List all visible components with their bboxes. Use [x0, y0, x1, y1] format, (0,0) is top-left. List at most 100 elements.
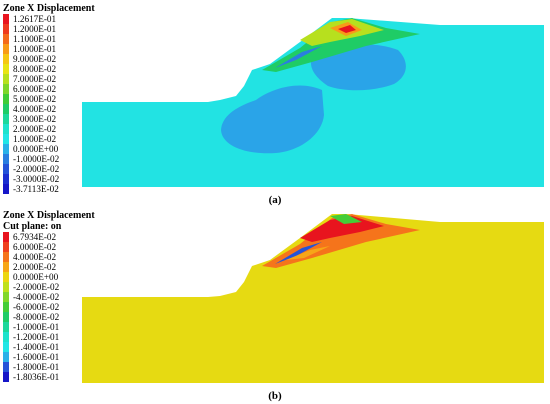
legend-a: Zone X Displacement 1.2617E-01 1.2000E-01… [3, 3, 95, 194]
displacement-zone-lower [221, 85, 324, 154]
slope-model-b [82, 214, 544, 383]
legend-label: -8.0000E-02 [13, 312, 60, 322]
legend-entry: -1.6000E-01 [3, 352, 95, 362]
legend-swatch [3, 372, 9, 382]
legend-rows: 6.7934E-02 6.0000E-02 4.0000E-02 2.0000E-02… [3, 232, 95, 382]
legend-swatch [3, 64, 9, 74]
legend-swatch [3, 272, 9, 282]
legend-label: 4.0000E-02 [13, 104, 57, 114]
legend-label: -6.0000E-02 [13, 302, 60, 312]
legend-label: 7.0000E-02 [13, 74, 57, 84]
legend-label: 4.0000E-02 [13, 252, 57, 262]
legend-entry: -1.0000E-02 [3, 154, 95, 164]
legend-b: Zone X Displacement Cut plane: on 6.7934… [3, 210, 95, 382]
legend-swatch [3, 84, 9, 94]
legend-label: -1.0000E-02 [13, 154, 60, 164]
legend-swatch [3, 44, 9, 54]
legend-label: 6.0000E-02 [13, 242, 57, 252]
legend-swatch [3, 24, 9, 34]
legend-label: 1.0000E-01 [13, 44, 57, 54]
legend-entry: 2.0000E-02 [3, 124, 95, 134]
legend-title: Zone X Displacement [3, 210, 95, 221]
legend-swatch [3, 322, 9, 332]
legend-label: 2.0000E-02 [13, 262, 57, 272]
legend-label: -1.8000E-01 [13, 362, 60, 372]
legend-label: 1.2617E-01 [13, 14, 57, 24]
legend-entry: 6.0000E-02 [3, 84, 95, 94]
legend-swatch [3, 54, 9, 64]
legend-entry: -6.0000E-02 [3, 302, 95, 312]
legend-entry: 7.0000E-02 [3, 74, 95, 84]
legend-subtitle: Cut plane: on [3, 221, 62, 232]
sliding-band-a [262, 18, 420, 72]
legend-entry: 2.0000E-02 [3, 262, 95, 272]
legend-entry: -1.0000E-01 [3, 322, 95, 332]
legend-entry: -1.2000E-01 [3, 332, 95, 342]
legend-entry: -1.8036E-01 [3, 372, 95, 382]
legend-entry: 8.0000E-02 [3, 64, 95, 74]
legend-swatch [3, 342, 9, 352]
legend-label: -4.0000E-02 [13, 292, 60, 302]
legend-swatch [3, 262, 9, 272]
legend-label: 6.7934E-02 [13, 232, 57, 242]
legend-entry: 0.0000E+00 [3, 272, 95, 282]
panel-a: Zone X Displacement 1.2617E-01 1.2000E-01… [3, 3, 544, 206]
legend-label: 0.0000E+00 [13, 144, 59, 154]
legend-entry: -3.7113E-02 [3, 184, 95, 194]
legend-label: -1.4000E-01 [13, 342, 60, 352]
legend-label: 9.0000E-02 [13, 54, 57, 64]
legend-swatch [3, 184, 9, 194]
legend-label: -3.0000E-02 [13, 174, 60, 184]
legend-label: 6.0000E-02 [13, 84, 57, 94]
legend-entry: 4.0000E-02 [3, 104, 95, 114]
figure-caption-b: (b) [268, 390, 282, 402]
legend-label: 0.0000E+00 [13, 272, 59, 282]
legend-entry: 6.0000E-02 [3, 242, 95, 252]
legend-entry: 1.0000E-01 [3, 44, 95, 54]
legend-entry: -4.0000E-02 [3, 292, 95, 302]
legend-swatch [3, 34, 9, 44]
legend-swatch [3, 252, 9, 262]
legend-label: 1.0000E-02 [13, 134, 57, 144]
legend-label: -1.8036E-01 [13, 372, 60, 382]
legend-label: -3.7113E-02 [13, 184, 59, 194]
legend-title: Zone X Displacement [3, 3, 95, 14]
legend-swatch [3, 232, 9, 242]
legend-label: -2.0000E-02 [13, 282, 60, 292]
legend-swatch [3, 282, 9, 292]
legend-swatch [3, 124, 9, 134]
legend-swatch [3, 114, 9, 124]
legend-label: -1.2000E-01 [13, 332, 60, 342]
legend-swatch [3, 154, 9, 164]
legend-entry: 1.1000E-01 [3, 34, 95, 44]
legend-entry: 1.0000E-02 [3, 134, 95, 144]
sliding-orange-b [286, 246, 330, 260]
contour-plot-b [82, 214, 544, 383]
legend-entry: -2.0000E-02 [3, 164, 95, 174]
legend-label: 2.0000E-02 [13, 124, 57, 134]
displacement-zone-upper [310, 44, 406, 91]
legend-swatch [3, 14, 9, 24]
legend-entry: -1.8000E-01 [3, 362, 95, 372]
legend-label: -2.0000E-02 [13, 164, 60, 174]
legend-swatch [3, 292, 9, 302]
legend-entry: 1.2000E-01 [3, 24, 95, 34]
sliding-crest-b [330, 214, 362, 224]
legend-entry: -8.0000E-02 [3, 312, 95, 322]
legend-swatch [3, 302, 9, 312]
legend-label: 1.2000E-01 [13, 24, 57, 34]
sliding-strip-b [275, 242, 322, 264]
legend-rows: 1.2617E-01 1.2000E-01 1.1000E-01 1.0000E-01… [3, 14, 95, 194]
legend-label: -1.0000E-01 [13, 322, 60, 332]
contour-plot-a [82, 18, 544, 187]
legend-entry: 0.0000E+00 [3, 144, 95, 154]
legend-swatch [3, 104, 9, 114]
legend-entry: -3.0000E-02 [3, 174, 95, 184]
legend-swatch [3, 174, 9, 184]
legend-swatch [3, 134, 9, 144]
legend-entry: 9.0000E-02 [3, 54, 95, 64]
legend-swatch [3, 144, 9, 154]
legend-entry: 4.0000E-02 [3, 252, 95, 262]
legend-swatch [3, 352, 9, 362]
legend-entry: -1.4000E-01 [3, 342, 95, 352]
